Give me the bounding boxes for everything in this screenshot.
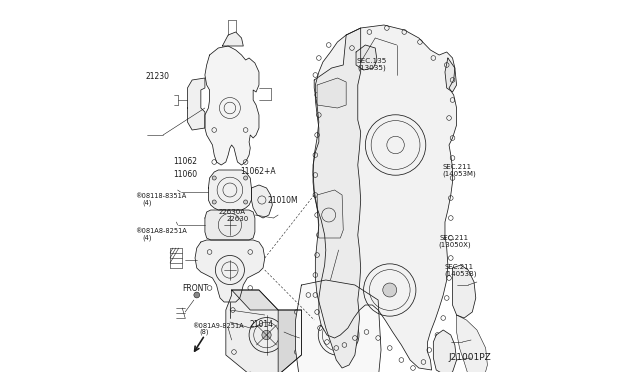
Circle shape (212, 200, 216, 204)
Polygon shape (456, 315, 488, 372)
Circle shape (212, 176, 216, 180)
Text: SEC.211: SEC.211 (445, 264, 474, 270)
Polygon shape (278, 310, 301, 372)
Text: ®081A9-8251A: ®081A9-8251A (191, 323, 243, 328)
Polygon shape (232, 290, 278, 310)
Text: 21230: 21230 (145, 72, 169, 81)
Text: 11062+A: 11062+A (240, 167, 276, 176)
Text: 11060: 11060 (173, 170, 197, 179)
Polygon shape (317, 78, 346, 108)
Text: 11062: 11062 (173, 157, 197, 166)
Text: 22630A: 22630A (219, 209, 246, 215)
Text: (13050X): (13050X) (438, 241, 471, 248)
Polygon shape (222, 32, 243, 46)
Text: (8): (8) (199, 328, 209, 335)
Polygon shape (209, 170, 252, 210)
Text: (14053M): (14053M) (442, 170, 476, 177)
Polygon shape (296, 280, 381, 372)
Text: ®08118-8351A: ®08118-8351A (135, 193, 186, 199)
Polygon shape (313, 28, 361, 368)
Circle shape (383, 283, 397, 297)
Text: FRONT: FRONT (182, 284, 209, 293)
Text: SEC.211: SEC.211 (439, 235, 468, 241)
Text: (13035): (13035) (357, 65, 386, 71)
Circle shape (227, 319, 233, 325)
Polygon shape (433, 330, 456, 372)
Polygon shape (195, 240, 265, 302)
Polygon shape (452, 265, 476, 318)
Polygon shape (205, 46, 259, 165)
Text: 21014: 21014 (250, 320, 273, 329)
Polygon shape (445, 58, 456, 92)
Polygon shape (188, 78, 205, 130)
Polygon shape (356, 45, 377, 70)
Polygon shape (317, 190, 343, 238)
Text: SEC.135: SEC.135 (356, 58, 387, 64)
Polygon shape (205, 210, 255, 240)
Circle shape (244, 200, 248, 204)
Circle shape (194, 292, 200, 298)
Text: ®081A8-8251A: ®081A8-8251A (135, 228, 186, 234)
Text: SEC.211: SEC.211 (443, 164, 472, 170)
Text: (4): (4) (142, 200, 152, 206)
Text: 21010M: 21010M (267, 196, 298, 205)
Polygon shape (226, 290, 301, 372)
Polygon shape (313, 25, 456, 370)
Text: (4): (4) (142, 234, 152, 241)
Circle shape (244, 176, 248, 180)
Text: 22630: 22630 (227, 216, 249, 222)
Text: J21001PZ: J21001PZ (449, 353, 491, 362)
Polygon shape (252, 185, 273, 218)
Text: (14053B): (14053B) (444, 270, 476, 277)
Circle shape (262, 330, 271, 340)
